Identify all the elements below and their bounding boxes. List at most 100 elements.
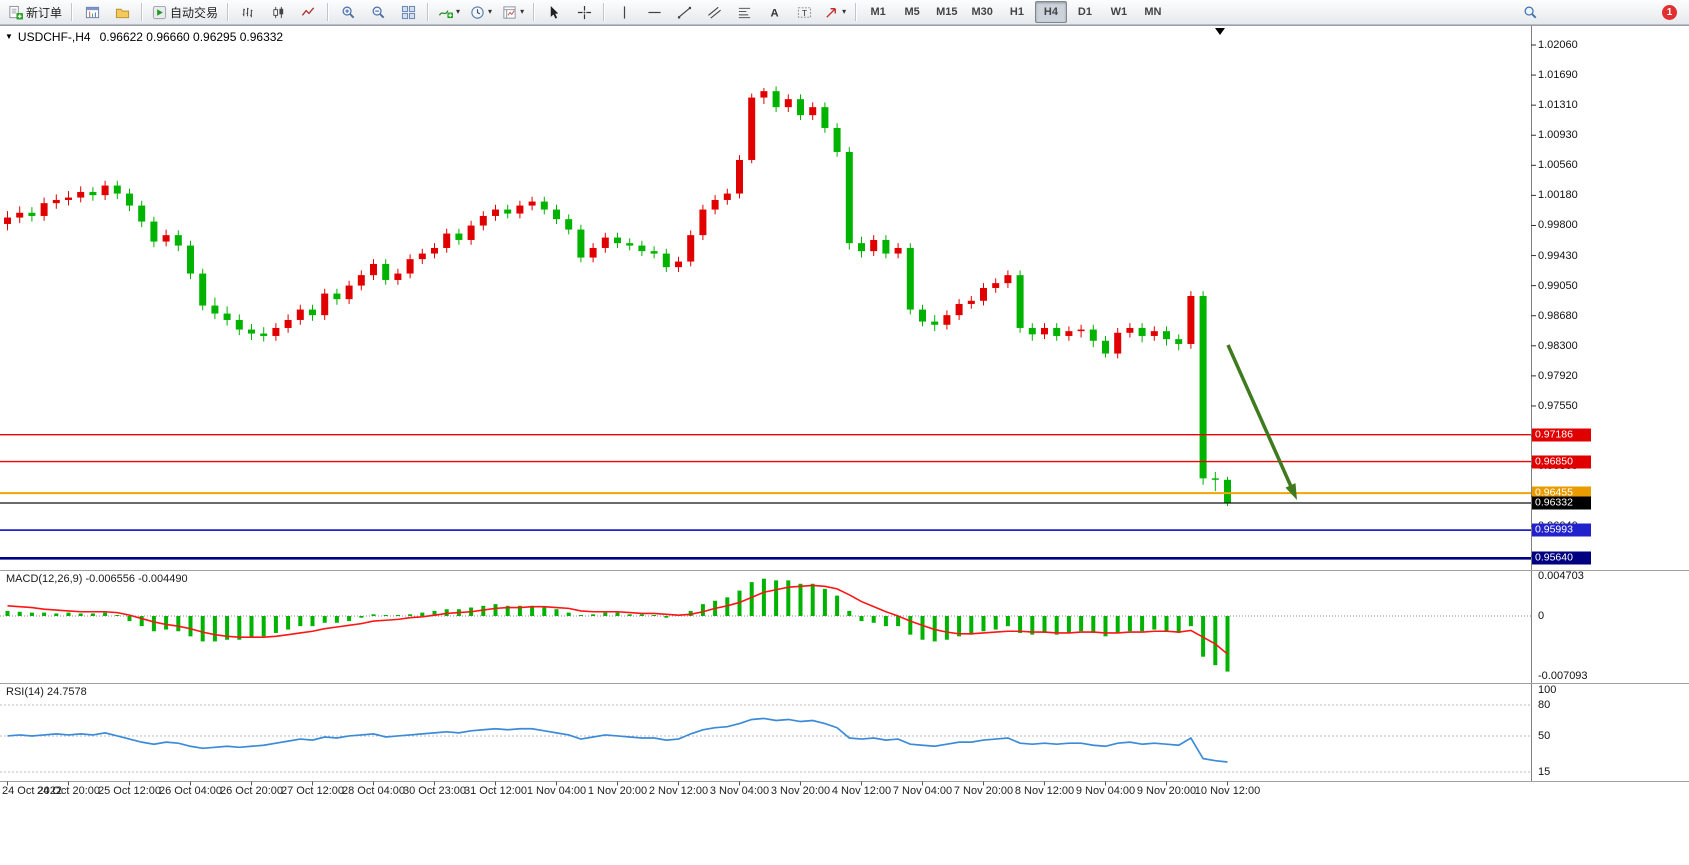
text-button[interactable]: A	[760, 1, 788, 23]
timeframe-M30[interactable]: M30	[971, 6, 993, 18]
timeframe-H1[interactable]: H1	[1009, 6, 1024, 18]
time-axis[interactable]: 24 Oct 2022 24 Oct 20:00 25 Oct 12:00 26 Oc…	[0, 782, 1531, 800]
caret-down-icon: ▾	[520, 7, 525, 16]
bar-chart-mode-button[interactable]	[234, 1, 262, 23]
vertical-line-button[interactable]	[610, 1, 638, 23]
line-chart-mode-button[interactable]	[294, 1, 322, 23]
indicators-button[interactable]: ▾	[434, 1, 464, 23]
periods-icon	[470, 5, 485, 20]
price-line-badge: 0.96455	[1532, 486, 1591, 500]
horizontal-line-icon	[647, 5, 662, 20]
toolbar-separator	[227, 3, 230, 21]
search-icon	[1523, 5, 1538, 20]
price-axis-label: 1.01690	[1538, 69, 1578, 82]
indicators-icon	[438, 5, 454, 20]
time-axis-label: 3 Nov 20:00	[770, 785, 831, 797]
zoom-out-button[interactable]	[364, 1, 392, 23]
line-chart-mode-icon	[301, 5, 316, 20]
caret-down-icon: ▾	[488, 7, 493, 16]
time-axis-label: 24 Oct 2022	[2, 785, 62, 797]
trendline-icon	[677, 5, 692, 20]
svg-text:A: A	[770, 7, 778, 19]
notification-badge[interactable]: 1	[1662, 4, 1677, 20]
cursor-icon	[547, 5, 562, 20]
time-axis-label: 4 Nov 12:00	[831, 785, 892, 797]
caret-down-icon: ▾	[456, 7, 461, 16]
arrows-icon	[824, 5, 839, 20]
rsi-axis-label: 50	[1538, 729, 1551, 742]
price-axis-label: 1.00930	[1538, 129, 1578, 142]
toolbar-separator	[327, 3, 330, 21]
zoom-out-icon	[371, 5, 386, 20]
candle-chart-mode-button[interactable]	[264, 1, 292, 23]
new-order-icon	[8, 5, 23, 20]
collapse-triangle-icon[interactable]: ▼	[5, 32, 13, 41]
price-axis-label: 0.97550	[1538, 399, 1578, 412]
price-axis-label: 0.98300	[1538, 339, 1578, 352]
text-label-button[interactable]: T	[790, 1, 818, 23]
macd-label: MACD(12,26,9) -0.006556 -0.004490	[6, 573, 188, 585]
caret-down-icon: ▾	[842, 7, 847, 16]
price-axis[interactable]: 1.02060 1.01690 1.01310 1.00930 1.00560 1.001…	[1531, 0, 1689, 801]
time-axis-label: 1 Nov 20:00	[587, 785, 648, 797]
price-axis-label: 0.99800	[1538, 219, 1578, 232]
price-line-badge: 0.95993	[1532, 523, 1591, 537]
horizontal-line-button[interactable]	[640, 1, 668, 23]
price-line-badge: 0.97186	[1532, 428, 1591, 442]
toolbar-separator	[533, 3, 536, 21]
ohlc-values: 0.96622 0.96660 0.96295 0.96332	[99, 30, 284, 44]
timeframe-MN[interactable]: MN	[1144, 6, 1162, 18]
toolbar-separator	[141, 3, 144, 21]
time-axis-label: 10 Nov 12:00	[1194, 785, 1261, 797]
timeframe-W1[interactable]: W1	[1110, 6, 1128, 18]
equidistant-channel-icon	[707, 5, 722, 20]
zoom-in-button[interactable]	[334, 1, 362, 23]
search-button[interactable]	[1516, 1, 1544, 23]
templates-button[interactable]: ▾	[498, 1, 528, 23]
macd-axis-label: 0.004703	[1538, 570, 1584, 583]
price-line-badge: 0.95640	[1532, 551, 1591, 565]
timeframe-D1[interactable]: D1	[1077, 6, 1092, 18]
autotrading-button[interactable]: 自动交易	[148, 1, 222, 23]
toolbar-buttons: 新订单 自动交易 ▾ ▾ ▾ A T ▾ M1 M5 M15 M30 H1 H4 D1 W1 MN	[4, 1, 1169, 23]
time-axis-label: 8 Nov 12:00	[1014, 785, 1075, 797]
macd-axis-label: -0.007093	[1538, 670, 1588, 683]
vertical-line-icon	[617, 5, 632, 20]
navigator-icon	[115, 5, 130, 20]
time-axis-label: 30 Oct 23:00	[403, 785, 466, 797]
equidistant-channel-button[interactable]	[700, 1, 728, 23]
price-axis-label: 1.00560	[1538, 159, 1578, 172]
templates-icon	[502, 5, 517, 20]
text-icon: A	[767, 5, 782, 20]
macd-axis-label: 0	[1538, 610, 1545, 622]
crosshair-button[interactable]	[570, 1, 598, 23]
autotrading-label: 自动交易	[170, 5, 219, 20]
periods-button[interactable]: ▾	[466, 1, 496, 23]
timeframe-M15[interactable]: M15	[936, 6, 958, 18]
rsi-axis-label: 80	[1538, 699, 1551, 712]
time-axis-label: 1 Nov 04:00	[526, 785, 587, 797]
navigator-button[interactable]	[108, 1, 136, 23]
cursor-button[interactable]	[540, 1, 568, 23]
new-order-button[interactable]: 新订单	[4, 1, 66, 23]
chart-title: ▼ USDCHF-,H4 0.96622 0.96660 0.96295 0.963…	[5, 30, 283, 44]
trendline-button[interactable]	[670, 1, 698, 23]
price-axis-label: 1.00180	[1538, 189, 1578, 202]
arrows-button[interactable]: ▾	[820, 1, 850, 23]
toolbar-separator	[603, 3, 606, 21]
fibonacci-icon	[737, 5, 752, 20]
timeframe-M5[interactable]: M5	[904, 6, 920, 18]
market-watch-button[interactable]	[78, 1, 106, 23]
tile-windows-button[interactable]	[394, 1, 422, 23]
fibonacci-button[interactable]	[730, 1, 758, 23]
rsi-axis-label: 15	[1538, 766, 1551, 779]
price-axis-label: 1.01310	[1538, 99, 1578, 112]
timeframe-M1[interactable]: M1	[870, 6, 886, 18]
time-axis-label: 7 Nov 20:00	[953, 785, 1014, 797]
time-axis-label: 26 Oct 04:00	[159, 785, 222, 797]
toolbar-separator	[427, 3, 430, 21]
timeframe-H4[interactable]: H4	[1034, 1, 1067, 23]
new-order-label: 新订单	[26, 5, 63, 20]
rsi-label: RSI(14) 24.7578	[6, 686, 87, 698]
